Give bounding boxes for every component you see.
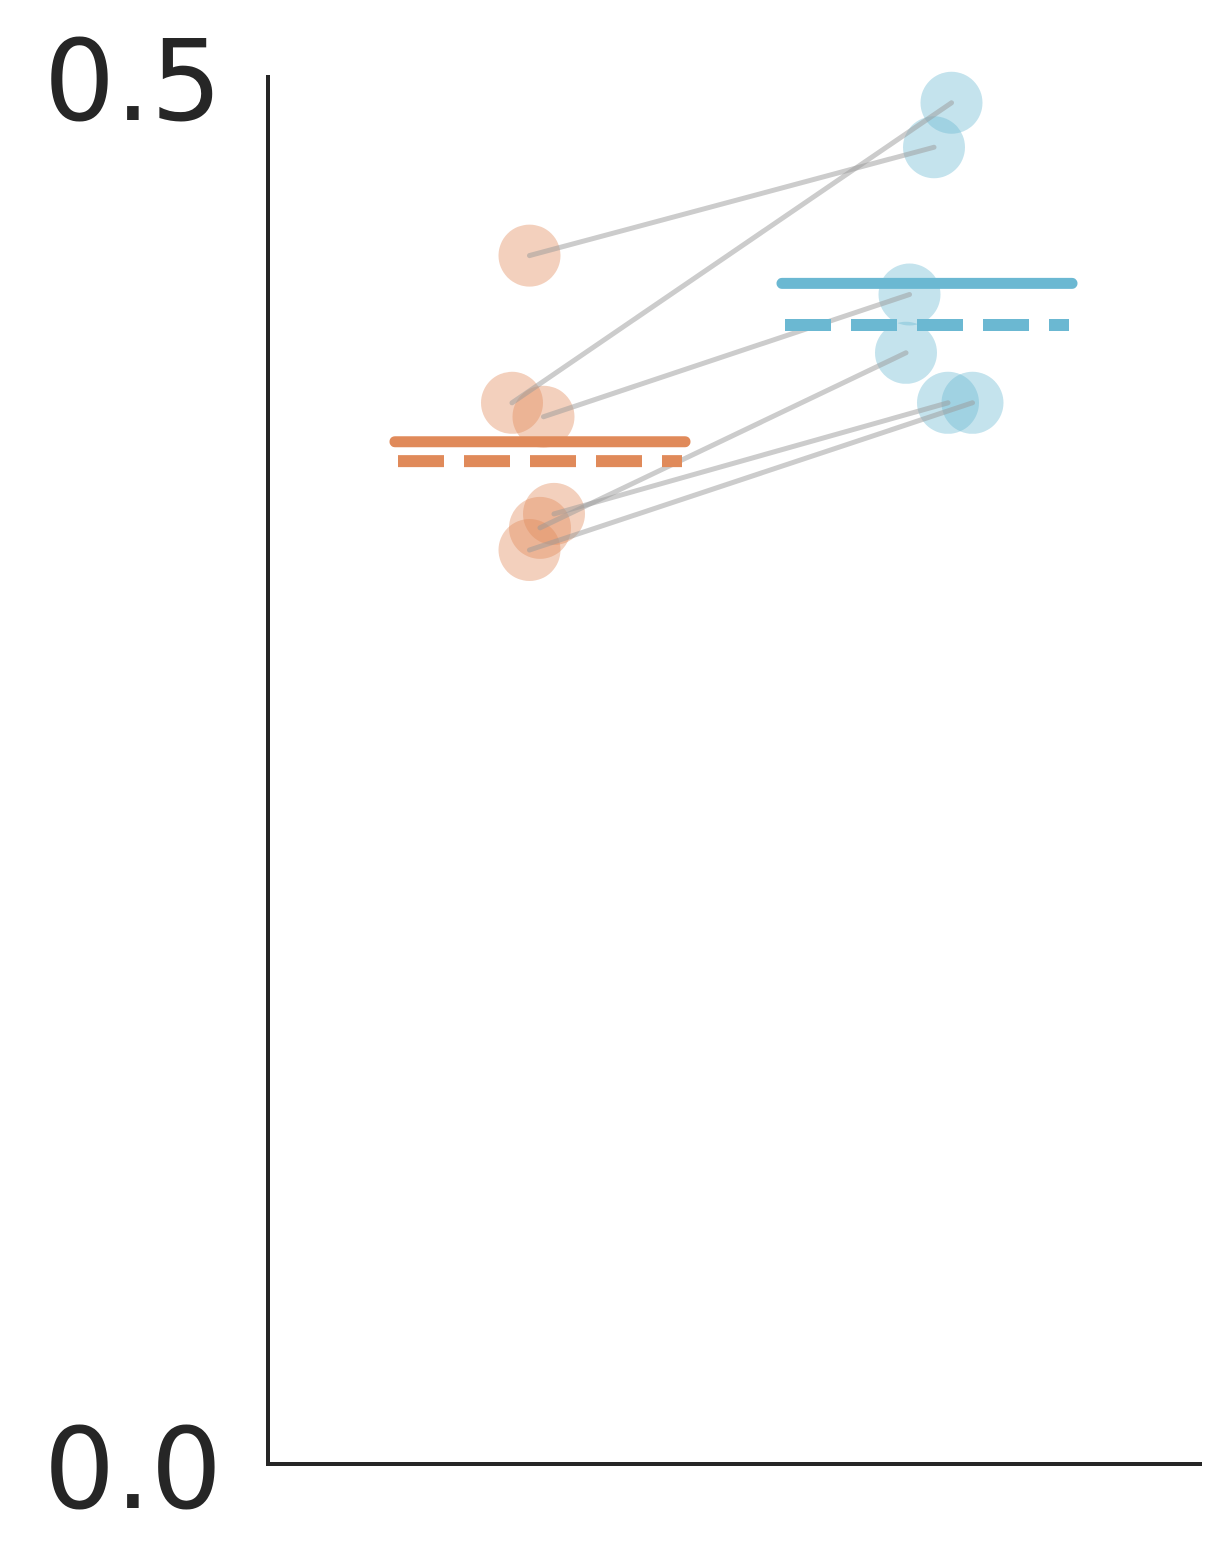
- pair-line-1: [527, 144, 937, 259]
- axes: 0.5 0.0: [44, 17, 1202, 1535]
- pair-line-4: [551, 400, 951, 517]
- y-tick-label-top: 0.5: [44, 17, 222, 147]
- pair-line-3: [541, 291, 912, 420]
- pair-lines: [509, 100, 975, 553]
- pair-line-2: [509, 100, 954, 406]
- summary-lines: [389, 277, 1078, 468]
- pair-line-6: [527, 400, 975, 553]
- pair-line-5: [537, 350, 909, 531]
- y-tick-label-bottom: 0.0: [44, 1405, 222, 1535]
